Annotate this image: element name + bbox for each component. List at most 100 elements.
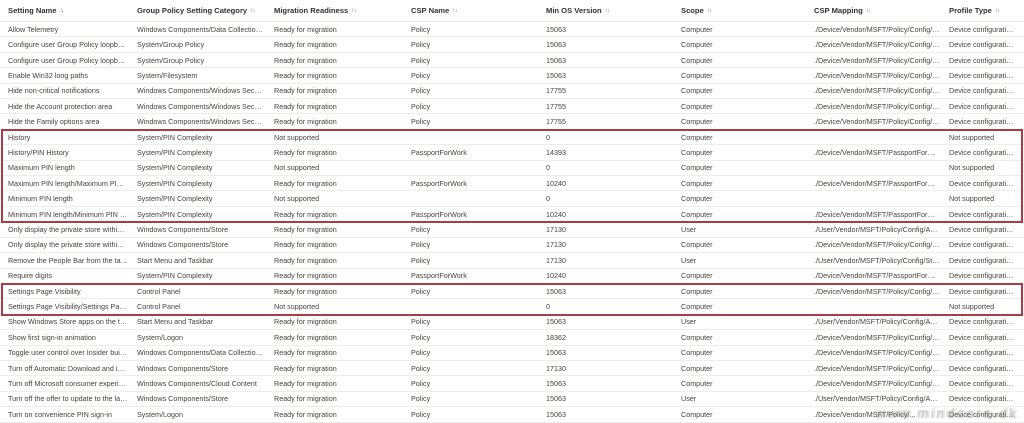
cell-setting-name: Show first sign-in animation <box>8 332 96 342</box>
column-header-scope[interactable]: Scope ↑↓ <box>681 6 814 15</box>
cell-csp-name: Policy <box>411 409 431 419</box>
column-header-category[interactable]: Group Policy Setting Category ↑↓ <box>137 6 274 15</box>
table-row[interactable]: Settings Page Visibility/Settings Page V… <box>0 299 1024 315</box>
table-row[interactable]: Maximum PIN length System/PIN Complexity N… <box>0 161 1024 177</box>
table-row[interactable]: Show Windows Store apps on the taskbar St… <box>0 315 1024 331</box>
table-row[interactable]: Allow Telemetry Windows Components/Data C… <box>0 22 1024 38</box>
table-row[interactable]: Hide the Family options area Windows Comp… <box>0 114 1024 130</box>
cell-scope: Computer <box>681 286 713 296</box>
cell-readiness: Ready for migration <box>274 240 337 250</box>
cell-profile-type: Device configuration: All <box>949 317 1024 327</box>
cell-category: Windows Components/Store <box>137 394 229 404</box>
cell-category: Windows Components/Store <box>137 240 229 250</box>
cell-setting-name: Turn off Microsoft consumer experiences <box>8 379 137 389</box>
cell-scope: Computer <box>681 348 713 358</box>
cell-scope: User <box>681 224 697 234</box>
cell-min-os: 10240 <box>546 178 566 188</box>
table-row[interactable]: History System/PIN Complexity Not supporte… <box>0 130 1024 146</box>
table-row[interactable]: Minimum PIN length System/PIN Complexity N… <box>0 191 1024 207</box>
cell-scope: Computer <box>681 194 713 204</box>
table-row[interactable]: Toggle user control over Insider builds W… <box>0 346 1024 361</box>
column-header-csp-mapping[interactable]: CSP Mapping ↑↓ <box>814 6 949 15</box>
cell-setting-name: Remove the People Bar from the taskbar <box>8 255 137 265</box>
cell-readiness: Not supported <box>274 132 320 142</box>
table-row[interactable]: Hide non-critical notifications Windows C… <box>0 84 1024 100</box>
cell-min-os: 15063 <box>546 348 566 358</box>
cell-setting-name: Settings Page Visibility <box>8 286 81 296</box>
table-row[interactable]: Require digits System/PIN Complexity Ready… <box>0 269 1024 284</box>
sort-icon: ↑↓ <box>994 7 1000 14</box>
table-row[interactable]: Turn off Automatic Download and install … <box>0 361 1024 377</box>
cell-setting-name: History <box>8 132 31 142</box>
cell-profile-type: Device configuration: All <box>949 286 1024 296</box>
cell-category: Windows Components/Windows Security/Ac..… <box>137 101 274 111</box>
cell-readiness: Ready for migration <box>274 348 337 358</box>
cell-profile-type: Device configuration: All <box>949 255 1024 265</box>
cell-readiness: Ready for migration <box>274 70 337 80</box>
cell-readiness: Ready for migration <box>274 379 337 389</box>
cell-csp-mapping: ./Device/Vendor/MSFT/Policy/Config/Appli… <box>814 363 949 373</box>
cell-min-os: 17755 <box>546 117 566 127</box>
cell-profile-type: Device configuration: All <box>949 332 1024 342</box>
table-row[interactable]: Remove the People Bar from the taskbar St… <box>0 253 1024 269</box>
column-header-min-os[interactable]: Min OS Version ↑↓ <box>546 6 681 15</box>
cell-category: System/PIN Complexity <box>137 178 213 188</box>
table-row[interactable]: Configure user Group Policy loopback pro… <box>0 37 1024 53</box>
cell-readiness: Ready for migration <box>274 255 337 265</box>
column-header-setting-name[interactable]: Setting Name ↑. <box>8 6 137 15</box>
cell-scope: Computer <box>681 55 713 65</box>
cell-profile-type: Device configuration: All <box>949 101 1024 111</box>
cell-category: Windows Components/Store <box>137 363 229 373</box>
cell-csp-name: Policy <box>411 286 431 296</box>
column-header-csp-name[interactable]: CSP Name ↑↓ <box>411 6 546 15</box>
column-header-profile-type[interactable]: Profile Type ↑↓ <box>949 6 1024 15</box>
table-row[interactable]: Enable Win32 long paths System/Filesystem… <box>0 68 1024 84</box>
cell-category: System/PIN Complexity <box>137 132 213 142</box>
cell-readiness: Ready for migration <box>274 101 337 111</box>
table-row[interactable]: Turn on convenience PIN sign-in System/Lo… <box>0 407 1024 423</box>
cell-csp-mapping: ./Device/Vendor/MSFT/Policy/Config/Setti… <box>814 286 949 296</box>
cell-setting-name: Enable Win32 long paths <box>8 70 88 80</box>
table-row[interactable]: Hide the Account protection area Windows … <box>0 99 1024 115</box>
sort-icon: ↑. <box>59 7 64 14</box>
cell-scope: Computer <box>681 40 713 50</box>
table-row[interactable]: Only display the private store within th… <box>0 222 1024 238</box>
cell-category: Windows Components/Windows Security/No..… <box>137 86 274 96</box>
cell-min-os: 17130 <box>546 255 566 265</box>
table-row[interactable]: Turn off Microsoft consumer experiences W… <box>0 376 1024 392</box>
cell-csp-name: PassportForWork <box>411 178 467 188</box>
cell-csp-name: Policy <box>411 70 431 80</box>
cell-profile-type: Device configuration: All <box>949 147 1024 157</box>
column-header-readiness[interactable]: Migration Readiness ↑↓ <box>274 6 411 15</box>
cell-setting-name: Show Windows Store apps on the taskbar <box>8 317 137 327</box>
cell-csp-mapping: ./Device/Vendor/MSFT/Policy/Config/Windo… <box>814 86 949 96</box>
table-row[interactable]: Show first sign-in animation System/Logon… <box>0 330 1024 346</box>
cell-readiness: Ready for migration <box>274 209 337 219</box>
cell-scope: Computer <box>681 363 713 373</box>
cell-category: System/Filesystem <box>137 70 198 80</box>
cell-csp-name: Policy <box>411 255 431 265</box>
cell-setting-name: Hide the Family options area <box>8 117 100 127</box>
cell-category: System/PIN Complexity <box>137 194 213 204</box>
cell-min-os: 0 <box>546 132 550 142</box>
cell-csp-name: Policy <box>411 348 431 358</box>
table-row[interactable]: Settings Page Visibility Control Panel Rea… <box>0 284 1024 300</box>
cell-profile-type: Device configuration: All <box>949 209 1024 219</box>
table-row[interactable]: Only display the private store within th… <box>0 238 1024 254</box>
table-row[interactable]: History/PIN History System/PIN Complexity… <box>0 145 1024 161</box>
cell-category: Control Panel <box>137 286 181 296</box>
table-row[interactable]: Configure user Group Policy loopback pro… <box>0 53 1024 69</box>
cell-profile-type: Not supported <box>949 132 995 142</box>
cell-min-os: 17130 <box>546 363 566 373</box>
table-row[interactable]: Turn off the offer to update to the late… <box>0 392 1024 408</box>
cell-readiness: Ready for migration <box>274 332 337 342</box>
cell-category: Control Panel <box>137 302 181 312</box>
cell-setting-name: History/PIN History <box>8 147 69 157</box>
table-row[interactable]: Maximum PIN length/Maximum PIN length Sys… <box>0 176 1024 192</box>
watermark: www.mindcore.dk <box>873 406 1019 421</box>
cell-readiness: Not supported <box>274 302 320 312</box>
cell-scope: Computer <box>681 240 713 250</box>
cell-csp-mapping: ./Device/Vendor/MSFT/PassportForWork/e87… <box>814 209 949 219</box>
cell-csp-mapping: ./Device/Vendor/MSFT/Policy/Config/Exper… <box>814 379 949 389</box>
table-row[interactable]: Minimum PIN length/Minimum PIN length Sys… <box>0 207 1024 223</box>
